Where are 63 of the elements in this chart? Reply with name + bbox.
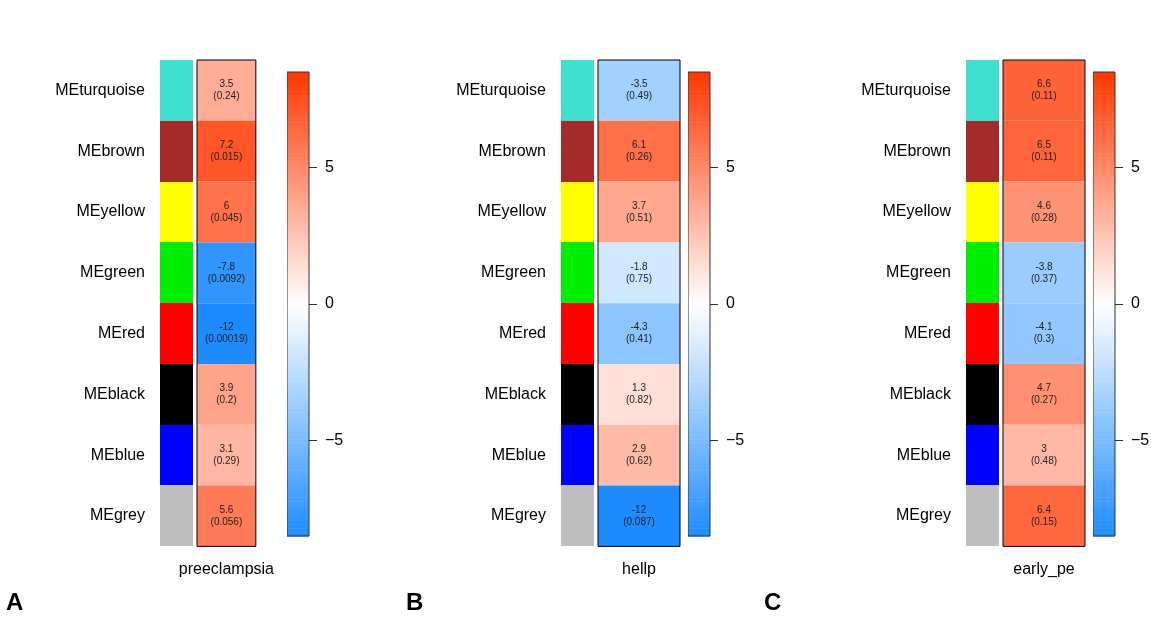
text: C — [764, 588, 782, 616]
color-bar-label: 5 — [726, 157, 735, 175]
data-label: 1.3 (0.82) — [625, 382, 653, 406]
data-label: 6.1 (0.26) — [625, 138, 653, 162]
y-tick-label: MEgreen — [80, 263, 145, 281]
y-tick-label: MEblue — [90, 445, 146, 463]
color-bar-label: 0 — [325, 294, 334, 312]
text: B — [406, 588, 424, 616]
y-tick-label: MEturquoise — [456, 80, 547, 98]
data-label: -12 (0.00019) — [205, 321, 248, 345]
color-bar-label: −5 — [726, 430, 745, 448]
data-label: -4.1 (0.3) — [1033, 321, 1055, 345]
data-label: 7.2 (0.015) — [210, 138, 243, 162]
data-label: 3.1 (0.29) — [213, 442, 240, 466]
color-bar-label: −5 — [325, 430, 344, 448]
text: A — [6, 588, 24, 616]
y-tick-label: MEred — [498, 324, 546, 342]
data-label: 6.4 (0.15) — [1030, 503, 1058, 527]
data-label: 4.7 (0.27) — [1030, 382, 1058, 406]
y-tick-label: MEblack — [83, 384, 146, 402]
y-tick-label: MEblue — [491, 445, 547, 463]
color-bar-label: −5 — [1131, 430, 1150, 448]
data-label: 3 (0.48) — [1030, 442, 1058, 466]
y-tick-label: MEturquoise — [55, 80, 146, 98]
y-tick-label: MEgrey — [895, 506, 951, 524]
y-tick-label: MEturquoise — [861, 80, 952, 98]
x-tick-label: preeclampsia — [178, 560, 275, 578]
y-tick-label: MEred — [97, 324, 145, 342]
data-label: 2.9 (0.62) — [625, 442, 653, 466]
y-tick-label: MEyellow — [76, 202, 146, 220]
color-bar-label: 0 — [726, 294, 735, 312]
data-label: -7.8 (0.0092) — [207, 260, 246, 284]
color-bar-label: 5 — [325, 157, 334, 175]
data-label: -12 (0.087) — [623, 503, 655, 527]
color-bar-label: 5 — [1131, 157, 1140, 175]
y-tick-label: MEblue — [896, 445, 952, 463]
data-label: 3.7 (0.51) — [625, 199, 653, 223]
y-tick-label: MEblack — [484, 384, 547, 402]
y-tick-label: MEgrey — [89, 506, 145, 524]
x-tick-label: early_pe — [1013, 560, 1075, 579]
y-tick-label: MEyellow — [477, 202, 547, 220]
data-label: 3.5 (0.24) — [213, 78, 240, 102]
y-tick-label: MEbrown — [883, 141, 951, 159]
y-tick-label: MEgreen — [481, 263, 546, 281]
data-label: -1.8 (0.75) — [625, 260, 653, 284]
data-label: 4.6 (0.28) — [1030, 199, 1058, 223]
data-label: 6 (0.045) — [210, 199, 243, 223]
color-bar-label: 0 — [1131, 294, 1140, 312]
y-tick-label: MEgrey — [490, 506, 546, 524]
x-tick-label: hellp — [622, 560, 656, 578]
data-label: 6.6 (0.11) — [1031, 78, 1057, 102]
y-tick-label: MEbrown — [478, 141, 546, 159]
y-tick-label: MEgreen — [886, 263, 951, 281]
y-tick-label: MEblack — [889, 384, 952, 402]
data-label: -3.5 (0.49) — [625, 78, 653, 102]
y-tick-label: MEyellow — [882, 202, 952, 220]
data-label: 6.5 (0.11) — [1031, 138, 1057, 162]
data-label: 5.6 (0.056) — [210, 503, 243, 527]
data-label: -4.3 (0.41) — [625, 321, 653, 345]
data-label: 3.9 (0.2) — [216, 382, 237, 406]
data-label: -3.8 (0.37) — [1030, 260, 1058, 284]
y-tick-label: MEbrown — [77, 141, 145, 159]
y-tick-label: MEred — [903, 324, 951, 342]
